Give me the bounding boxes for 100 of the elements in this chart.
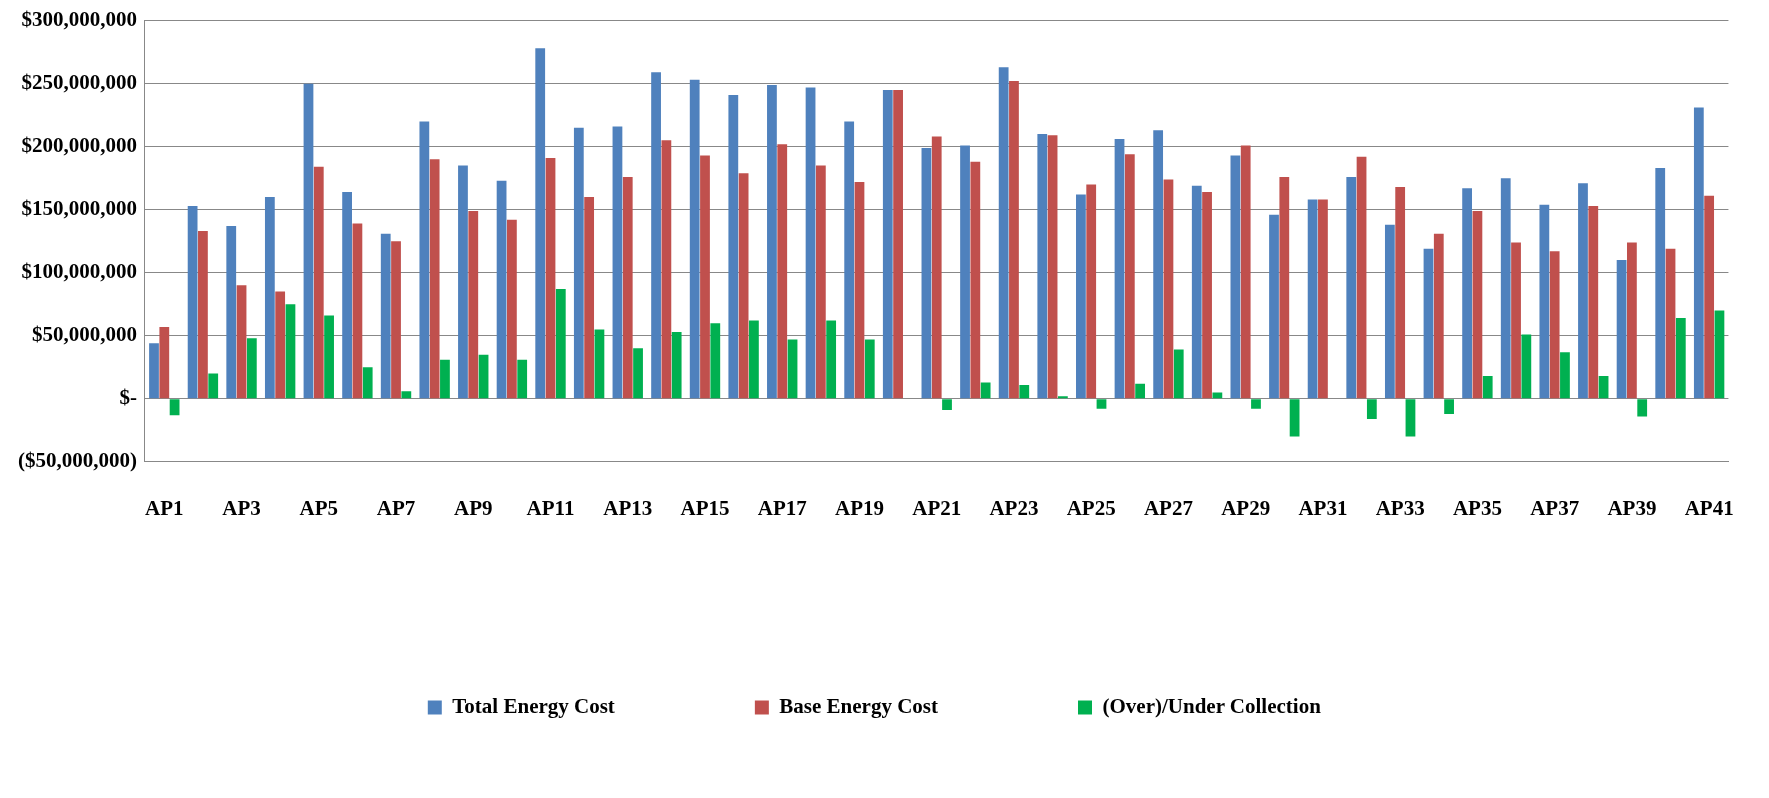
bar	[777, 144, 788, 399]
x-tick-label: AP41	[1684, 495, 1734, 520]
y-tick-label: $250,000,000	[21, 70, 137, 95]
bar	[169, 399, 180, 416]
bar	[1578, 183, 1588, 399]
bar	[303, 83, 314, 399]
bar	[1124, 154, 1135, 399]
bar	[767, 84, 777, 399]
bar	[1076, 194, 1086, 399]
bar	[1037, 134, 1048, 399]
x-tick-label: AP21	[912, 495, 962, 520]
bar	[594, 329, 605, 399]
y-tick-label: $50,000,000	[31, 322, 137, 347]
bar	[1057, 396, 1068, 399]
bar	[805, 87, 816, 399]
bar	[1212, 392, 1223, 399]
x-tick-label: AP39	[1607, 495, 1657, 520]
bar	[342, 192, 352, 399]
bar	[749, 320, 759, 399]
bar	[380, 233, 391, 399]
bar	[960, 145, 970, 399]
bar	[285, 304, 296, 399]
bar	[1704, 195, 1715, 399]
bar	[429, 159, 440, 399]
bar	[246, 338, 257, 399]
bar	[1047, 135, 1058, 399]
bar	[1444, 399, 1454, 414]
bar	[1279, 176, 1290, 399]
bar	[1202, 192, 1212, 399]
bar	[352, 223, 363, 399]
bar	[1627, 242, 1637, 399]
bar	[313, 166, 324, 399]
bar	[998, 67, 1009, 399]
bar	[1019, 384, 1030, 399]
bar	[651, 72, 661, 399]
bar	[573, 127, 584, 399]
bar	[1714, 310, 1725, 399]
bar	[208, 373, 219, 399]
bar	[517, 359, 528, 399]
bar	[236, 285, 247, 399]
bar	[980, 382, 991, 399]
bar	[1423, 248, 1434, 399]
bar	[496, 180, 507, 399]
bar	[198, 231, 208, 399]
bar	[1655, 168, 1666, 399]
bar	[1086, 184, 1097, 399]
bar	[710, 323, 721, 399]
bar	[661, 140, 672, 399]
bar	[419, 121, 430, 399]
bar	[1269, 214, 1279, 399]
bar	[612, 126, 623, 399]
bar	[1153, 130, 1164, 399]
y-tick-label: $200,000,000	[21, 133, 137, 158]
bar	[1135, 383, 1146, 399]
x-tick-label: AP31	[1298, 495, 1348, 520]
x-tick-label: AP3	[222, 495, 261, 520]
bar	[1616, 260, 1627, 399]
bar	[1521, 334, 1532, 399]
x-tick-label: AP37	[1530, 495, 1580, 520]
y-tick-label: $150,000,000	[21, 196, 137, 221]
bar	[1472, 210, 1483, 399]
bar	[584, 197, 595, 399]
bar	[1346, 176, 1357, 399]
bar	[1395, 187, 1406, 399]
y-tick-label: $-	[119, 385, 137, 410]
bar	[458, 165, 468, 399]
x-tick-label: AP15	[680, 495, 730, 520]
bar	[882, 89, 893, 399]
bar	[324, 315, 334, 399]
bar	[921, 147, 932, 399]
bar	[1549, 251, 1560, 399]
bar	[1539, 204, 1550, 399]
y-tick-label: $100,000,000	[21, 259, 137, 284]
bar	[1173, 349, 1184, 399]
bar	[787, 339, 798, 399]
x-tick-label: AP5	[299, 495, 339, 520]
bar	[555, 289, 566, 399]
bar	[478, 354, 489, 399]
bar	[226, 226, 237, 399]
bar	[1511, 242, 1521, 399]
bar	[1675, 318, 1686, 399]
x-tick-label: AP33	[1375, 495, 1425, 520]
bar	[149, 343, 159, 399]
bar	[1163, 179, 1174, 399]
bar	[1384, 224, 1395, 399]
bar	[633, 348, 643, 399]
bar	[1191, 185, 1202, 399]
legend-label: Total Energy Cost	[452, 693, 615, 718]
x-tick-label: AP23	[989, 495, 1039, 520]
bar	[1251, 399, 1261, 409]
bar	[1289, 399, 1300, 437]
x-tick-label: AP7	[376, 495, 416, 520]
bar	[826, 320, 837, 399]
bar	[1637, 399, 1648, 417]
x-tick-label: AP19	[834, 495, 884, 520]
bar	[893, 89, 903, 399]
bar	[700, 155, 710, 399]
bar	[854, 181, 865, 399]
x-tick-label: AP1	[145, 495, 184, 520]
bar	[1366, 399, 1377, 419]
